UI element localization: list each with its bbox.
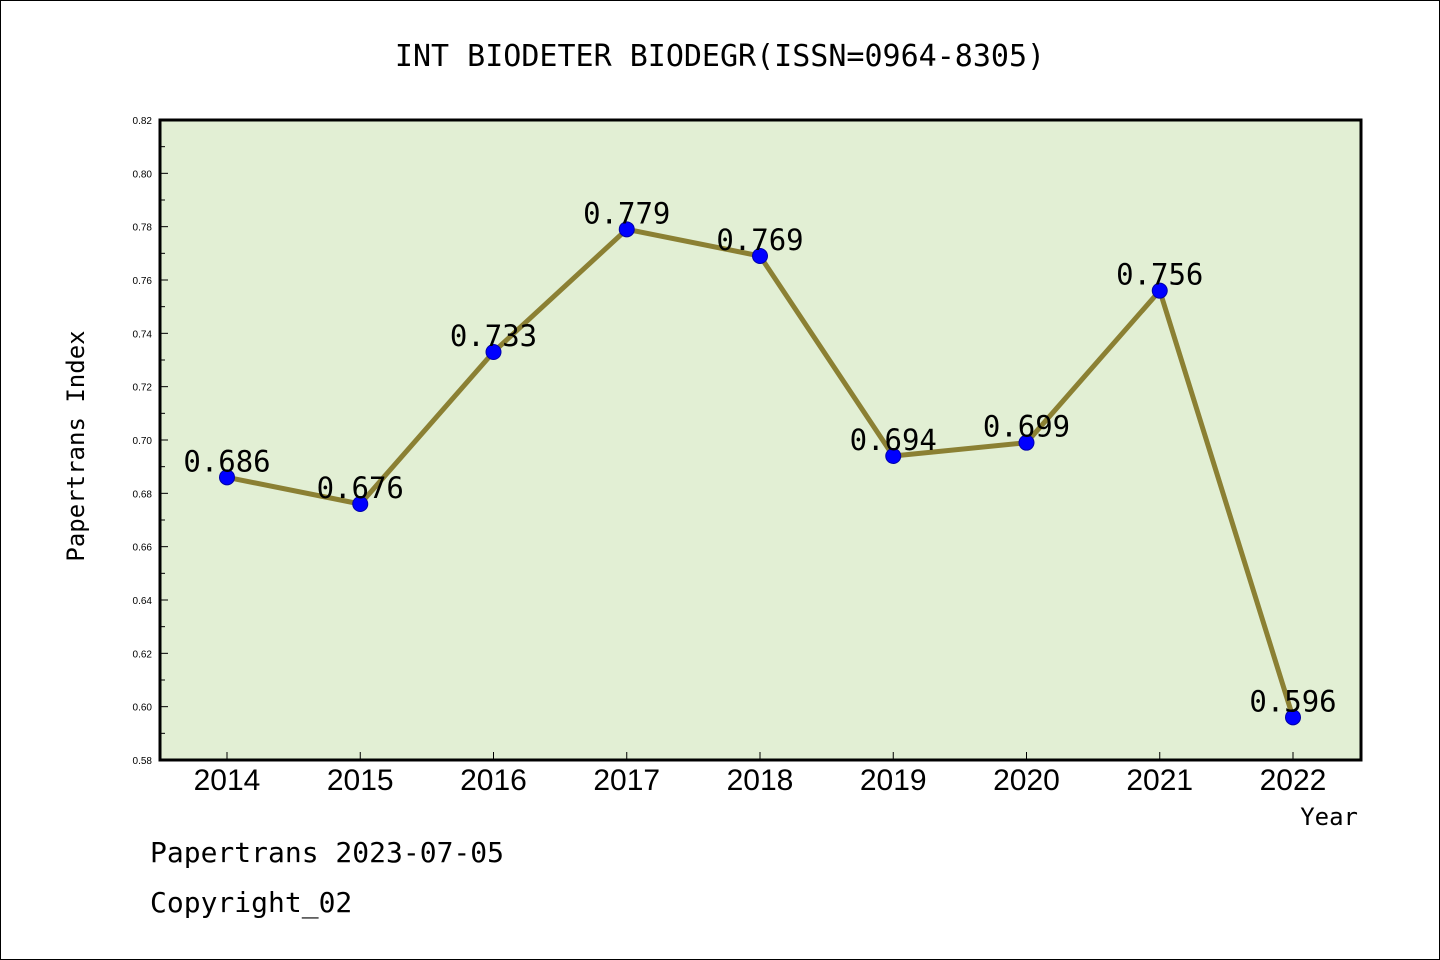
x-tick-label: 2015 — [327, 764, 394, 797]
data-label: 0.699 — [983, 410, 1070, 444]
y-tick-label: 0.66 — [133, 543, 153, 554]
y-tick-label: 0.76 — [133, 276, 153, 287]
data-label: 0.733 — [450, 319, 537, 353]
data-point — [485, 344, 502, 360]
data-point — [618, 221, 635, 238]
data-label: 0.676 — [317, 471, 404, 505]
x-tick-label: 2022 — [1260, 764, 1327, 797]
footer-date: Papertrans 2023-07-05 — [150, 836, 505, 869]
data-label: 0.779 — [583, 196, 670, 230]
y-axis-label: Papertrans Index — [62, 330, 90, 561]
data-point — [1018, 434, 1035, 451]
data-labels: 0.686 0.676 0.733 0.779 0.769 0.694 0.699 0.756… — [183, 196, 1336, 718]
y-tick-label: 0.62 — [133, 649, 153, 660]
y-tick-label: 0.80 — [133, 169, 153, 180]
y-tick-label: 0.68 — [133, 489, 153, 500]
x-tick-label: 2021 — [1126, 764, 1193, 797]
x-tick-label: 2017 — [593, 764, 660, 797]
x-axis: 2014 2015 2016 2017 2018 2019 2020 2021 2022 — [194, 752, 1327, 797]
data-point — [352, 496, 369, 512]
plot-area — [158, 118, 1363, 762]
x-tick-label: 2018 — [727, 764, 794, 797]
data-label: 0.769 — [716, 223, 803, 257]
data-label: 0.596 — [1249, 684, 1336, 718]
data-markers — [219, 221, 1301, 726]
data-label: 0.694 — [850, 423, 937, 457]
x-tick-label: 2016 — [460, 764, 527, 797]
x-tick-label: 2020 — [993, 764, 1060, 797]
x-axis-label: Year — [1300, 803, 1358, 831]
y-axis: 0.58 0.60 0.62 0.64 0.66 0.68 0.70 0.72 0.74 0.76… — [133, 116, 168, 767]
chart-title: INT BIODETER BIODEGR(ISSN=0964-8305) — [395, 39, 1045, 74]
y-tick-label: 0.82 — [133, 116, 153, 127]
data-point — [752, 248, 768, 264]
footer-copyright: Copyright_02 — [150, 886, 353, 919]
data-label: 0.756 — [1116, 258, 1203, 292]
y-tick-label: 0.58 — [133, 756, 153, 767]
y-tick-label: 0.74 — [133, 329, 153, 340]
x-tick-label: 2014 — [194, 764, 261, 797]
data-label: 0.686 — [183, 444, 270, 478]
y-tick-label: 0.64 — [133, 596, 153, 607]
data-point — [885, 448, 902, 464]
y-tick-label: 0.72 — [133, 383, 153, 394]
y-tick-label: 0.70 — [133, 436, 153, 447]
y-tick-label: 0.60 — [133, 703, 153, 714]
x-tick-label: 2019 — [860, 764, 927, 797]
data-point — [1151, 282, 1168, 299]
y-tick-label: 0.78 — [133, 223, 153, 234]
data-point — [219, 469, 235, 486]
data-point — [1285, 709, 1301, 726]
